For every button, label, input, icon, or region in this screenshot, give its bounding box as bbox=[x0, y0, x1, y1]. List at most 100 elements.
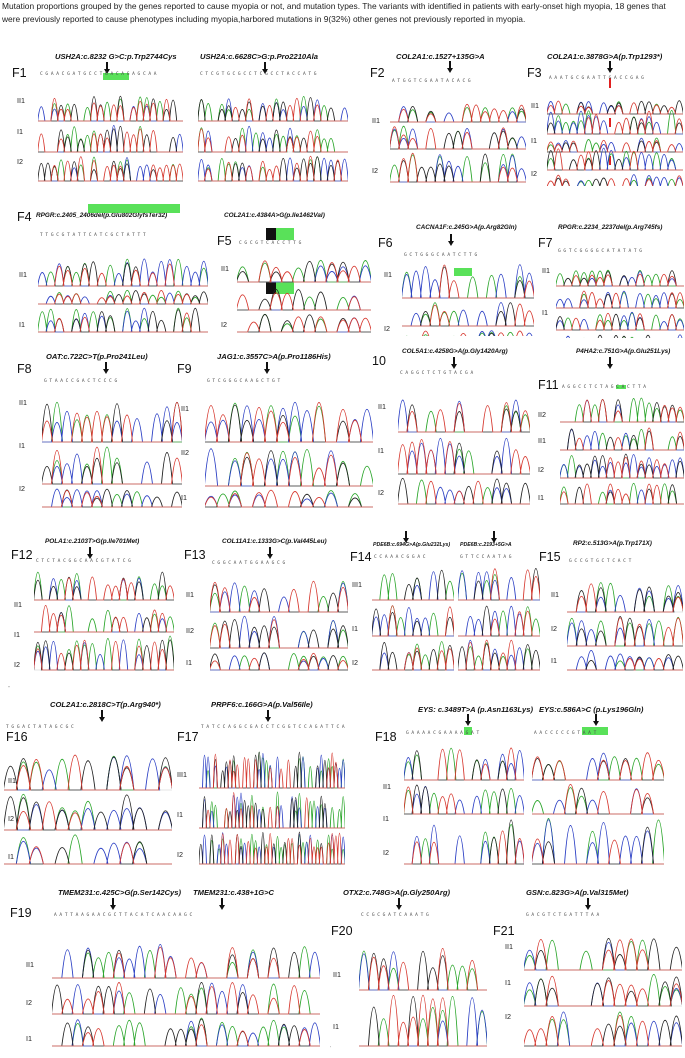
trace-line bbox=[210, 652, 348, 671]
mutation-label: COL2A1:c.4384A>G(p.Ile1462Val) bbox=[224, 212, 325, 219]
panel-f17: F17 PRPF6:c.166G>A(p.Val56Ile) III1 I1 I… bbox=[173, 692, 348, 872]
trace-line bbox=[38, 312, 208, 333]
trace-line bbox=[402, 264, 534, 299]
trace-line bbox=[560, 399, 684, 423]
variant-marker bbox=[609, 156, 611, 165]
trace-line bbox=[198, 156, 348, 182]
trace-line bbox=[38, 128, 183, 153]
sequence-strip: G C T G G G C A A T C T T G bbox=[404, 252, 477, 258]
sequence-strip: G A A A A C G A A A A G A T bbox=[406, 730, 479, 736]
trace-line bbox=[210, 652, 348, 671]
chromatogram: C G A A C G A T G C C T G A C A G A G C … bbox=[38, 71, 183, 182]
trace-line bbox=[359, 997, 487, 1047]
trace-line bbox=[34, 605, 174, 633]
trace-line bbox=[4, 801, 172, 831]
trace-line bbox=[52, 1017, 320, 1047]
chromatogram: T G G A C T A T A G C G C bbox=[4, 724, 172, 865]
trace-line bbox=[547, 110, 683, 135]
row-label: II1 bbox=[333, 970, 341, 979]
panel-f8: F8 OAT:c.722C>T(p.Pro241Leu) II1 I1 I2 G… bbox=[0, 338, 210, 513]
row-label: I1 bbox=[186, 658, 192, 667]
trace-line bbox=[547, 150, 683, 171]
sequence-strip: A A A T G C G A A T T G A C C G A G bbox=[549, 75, 644, 81]
row-label: I2 bbox=[538, 465, 544, 474]
trace-line bbox=[567, 583, 683, 613]
row-label: II1 bbox=[538, 436, 546, 445]
trace-line bbox=[42, 447, 182, 485]
row-label: II1 bbox=[19, 270, 27, 279]
row-label: III1 bbox=[177, 770, 187, 779]
row-label: II1 bbox=[384, 270, 392, 279]
trace-line bbox=[532, 752, 664, 781]
row-label: II1 bbox=[8, 776, 16, 785]
panel-label: F5 bbox=[217, 234, 232, 248]
trace-line bbox=[560, 456, 684, 479]
trace-line bbox=[404, 750, 524, 781]
trace-line bbox=[38, 126, 183, 153]
panel-f6: F6 CACNA1F:c.245G>A(p.Arg82Gln) II1 I2 G… bbox=[376, 198, 536, 338]
chromatogram: A A T T A A G A A C G C T T A C A T C A … bbox=[52, 912, 320, 1047]
chromatogram: G G T C G G G G C A T A T A T G bbox=[556, 248, 684, 338]
row-label: I1 bbox=[531, 136, 537, 145]
panel-label: F4 bbox=[17, 210, 32, 224]
row-label: I1 bbox=[333, 1022, 339, 1031]
trace-line bbox=[547, 174, 683, 186]
chromatogram: C A G G C T C T G T A C G A bbox=[398, 370, 530, 505]
sequence-strip: A A T T A A G A A C G C T T A C A T C A … bbox=[54, 912, 192, 918]
trace-line bbox=[198, 97, 348, 122]
trace-line bbox=[38, 292, 208, 305]
panel-label: F11 bbox=[538, 378, 559, 392]
trace-line bbox=[560, 483, 684, 505]
row-label: I1 bbox=[551, 656, 557, 665]
panel-f15: F15 RP2:c.513G>A(p.Trp171X) II1 I2 I1 G … bbox=[537, 512, 685, 677]
chromatogram: A G G C C T C T A G C A C T T A bbox=[560, 384, 684, 505]
variant-highlight bbox=[276, 228, 294, 240]
sequence-strip: A G G C C T C T A G C A C T T A bbox=[562, 384, 646, 390]
mutation-label: USH2A:c.6628C>G:p.Pro2210Ala bbox=[200, 52, 318, 61]
chromatogram: C C G C G A T C A A A T G bbox=[359, 912, 487, 1047]
sequence-strip: T A T C C A G G C G A C C T C G G T C C … bbox=[201, 724, 345, 730]
trace-line bbox=[38, 289, 208, 305]
panel-f4: F4 RPGR:c.2405_2406del(p.Glu802GlyfsTer3… bbox=[0, 198, 215, 338]
sequence-strip: C A G G C T C T G T A C G A bbox=[400, 370, 473, 376]
mutation-label: COL2A1:c.2818C>T(p.Arg940*) bbox=[50, 700, 161, 709]
trace-line bbox=[205, 450, 373, 487]
panel-f5: F5 COL2A1:c.4384A>G(p.Ile1462Val) II1 I2… bbox=[213, 198, 373, 338]
mutation-label: COL11A1:c.1333G>C(p.Val445Leu) bbox=[222, 538, 327, 545]
variant-highlight bbox=[88, 204, 180, 213]
chromatogram: G A A A A C G A A A A G A T bbox=[404, 730, 524, 865]
trace-line bbox=[38, 160, 183, 182]
variant-highlight bbox=[103, 73, 129, 80]
row-label: II1 bbox=[378, 402, 386, 411]
row-label: II1 bbox=[531, 101, 539, 110]
trace-line bbox=[458, 568, 540, 601]
mutation-label: USH2A:c.8232 G>C:p.Trp2744Cys bbox=[55, 52, 177, 61]
panel-f20: F20 OTX2:c.748G>A(p.Gly250Arg) II1 I1 C … bbox=[325, 882, 490, 1052]
panel-f3: F3 COL2A1:c.3878G>A(p.Trp1293*) II1 I1 I… bbox=[525, 48, 685, 188]
row-label: II2 bbox=[181, 448, 189, 457]
mutation-label: RPGR:c.2405_2406del(p.Glu802GlyfsTer32) bbox=[36, 212, 168, 219]
trace-line bbox=[556, 270, 684, 287]
trace-line bbox=[398, 402, 530, 433]
chromatogram: C T C G T G C G C C T C G C C T A C C A … bbox=[198, 71, 348, 182]
panel-f19: F19 TMEM231:c.425C>G(p.Ser142Cys) TMEM23… bbox=[0, 882, 325, 1052]
trace-line bbox=[560, 427, 684, 451]
panel-f11: F11 P4HA2:c.751G>A(p.Glu251Lys) II2 II1 … bbox=[530, 338, 685, 513]
row-label: II2 bbox=[538, 410, 546, 419]
trace-line bbox=[237, 260, 371, 283]
trace-line bbox=[42, 490, 182, 508]
trace-line bbox=[52, 1024, 320, 1047]
trace-line bbox=[524, 1014, 682, 1047]
panel-label: F16 bbox=[6, 730, 28, 744]
trace-line bbox=[458, 611, 540, 637]
trace-line bbox=[359, 996, 487, 1047]
row-label: I2 bbox=[177, 850, 183, 859]
sequence-strip: C G C G T C A C C T T G bbox=[239, 240, 302, 246]
variant-highlight bbox=[582, 727, 608, 735]
stray-mark: ” bbox=[8, 686, 10, 692]
row-label: I2 bbox=[221, 320, 227, 329]
sequence-strip: G T C G G G C A A G C T G T bbox=[207, 378, 280, 384]
sequence-strip: T G G A C T A T A G C G C bbox=[6, 724, 74, 730]
mutation-label: OAT:c.722C>T(p.Pro241Leu) bbox=[46, 352, 148, 361]
sequence-strip: C C A A A C G G A C bbox=[374, 554, 426, 560]
